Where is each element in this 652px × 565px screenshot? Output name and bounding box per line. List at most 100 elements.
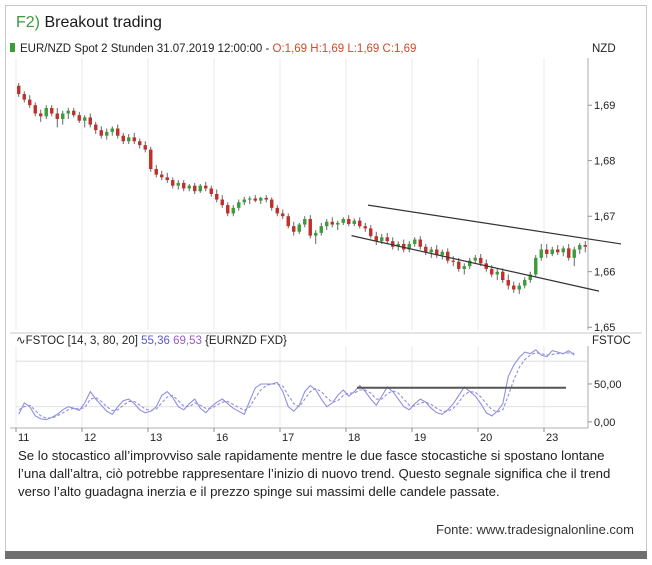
bottom-bar [5,551,647,559]
candle-body [451,260,455,262]
candle-body [330,221,334,225]
figure-title: F2) Breakout trading [16,14,162,32]
x-tick-label: 13 [150,432,162,442]
candle-body [281,213,285,217]
candle-body [583,245,587,247]
price-tick-label: 1,68 [594,156,615,168]
candle-body [264,197,268,200]
chart-area: EUR/NZD Spot 2 Stunden 31.07.2019 12:00:… [10,38,642,444]
candle-body [528,274,532,281]
candle-body [572,249,576,258]
candle-body [116,128,120,136]
candle-body [143,145,147,150]
candle-body [517,285,521,290]
candle-body [39,113,43,117]
candle-body [160,174,164,178]
source-credit: Fonte: www.tradesignalonline.com [436,522,634,537]
caption: Se lo stocastico all’improvviso sale rap… [18,448,611,499]
candle-body [490,268,494,275]
candle-body [50,107,54,114]
candle-body [220,199,224,206]
candle-body [413,239,417,244]
candle-body [429,249,433,253]
candle-body [380,237,384,242]
candle-body [534,257,538,275]
header-symbol: EUR/NZD Spot 2 Stunden [20,43,157,55]
candle-body [506,280,510,286]
currency-label: NZD [592,43,616,55]
x-tick-label: 16 [216,432,228,442]
candle-body [17,85,21,95]
candle-body [391,241,395,247]
candle-body [567,248,571,258]
candle-body [545,249,549,254]
x-axis: 11 12 13 16 17 18 19 20 23 [10,427,588,444]
candle-body [22,94,26,100]
stoch-header-value2: 69,53 [173,335,205,347]
candle-body [248,198,252,200]
figure-number: F2) [16,14,40,31]
candle-body [138,141,142,146]
candle-body [308,218,312,236]
x-tick-label: 19 [414,432,426,442]
candle-body [209,188,213,194]
candle-body [578,245,582,250]
candle-body [215,194,219,200]
stochastic-panel: ∿FSTOC [14, 3, 80, 20] 55,36 69,53 {EURN… [10,332,642,429]
x-tick-label: 12 [84,432,96,442]
candle-body [446,251,450,261]
candle-body [550,249,554,254]
candle-body [418,239,422,247]
candle-body [556,249,560,253]
candle-body [297,224,301,232]
candle-body [149,149,153,170]
candle-body [402,243,406,250]
candle-body [336,222,340,225]
candle-body [292,226,296,232]
price-tick-label: 1,67 [594,211,615,223]
candle-body [352,220,356,224]
header-datetime: 31.07.2019 12:00:00 - [157,43,273,55]
header-ohlc: O:1,69 H:1,69 L:1,69 C:1,69 [273,43,417,55]
candle-body [539,249,543,258]
candle-body [77,115,81,121]
candle-body [94,124,98,131]
candle-body [176,182,180,186]
stoch-header-indicator: ∿FSTOC [14, 3, 80, 20] [16,335,141,347]
x-tick-label: 18 [348,432,360,442]
candle-body [523,280,527,286]
header-square [10,43,15,52]
candle-body [303,218,307,225]
candle-body [319,226,323,233]
candle-body [55,113,59,120]
candle-body [127,137,131,142]
stoch-header: ∿FSTOC [14, 3, 80, 20] 55,36 69,53 {EURN… [16,335,287,347]
candle-body [440,251,444,256]
candle-body [457,261,461,269]
stoch-header-symbol: {EURNZD FXD} [205,335,287,347]
candle-body [473,257,477,261]
candle-body [501,271,505,281]
candle-body [259,197,263,201]
candle-body [253,198,257,201]
stoch-tick-label: 50,00 [594,379,622,391]
candle-body [187,185,191,189]
candle-body [132,137,136,142]
candle-body [182,182,186,189]
chart-svg: EUR/NZD Spot 2 Stunden 31.07.2019 12:00:… [10,43,642,444]
candle-body [72,110,76,116]
candle-body [363,226,367,229]
candle-body [314,232,318,236]
stoch-series-1 [18,349,575,421]
candle-body [561,248,565,253]
candle-body [468,260,472,267]
x-tick-label: 11 [18,432,29,442]
candle-body [325,221,329,227]
candle-body [44,107,48,117]
candle-body [66,110,70,114]
candle-body [198,185,202,192]
candle-body [270,199,274,208]
candle-body [374,236,378,242]
candle-body [407,243,411,250]
candle-body [226,205,230,214]
